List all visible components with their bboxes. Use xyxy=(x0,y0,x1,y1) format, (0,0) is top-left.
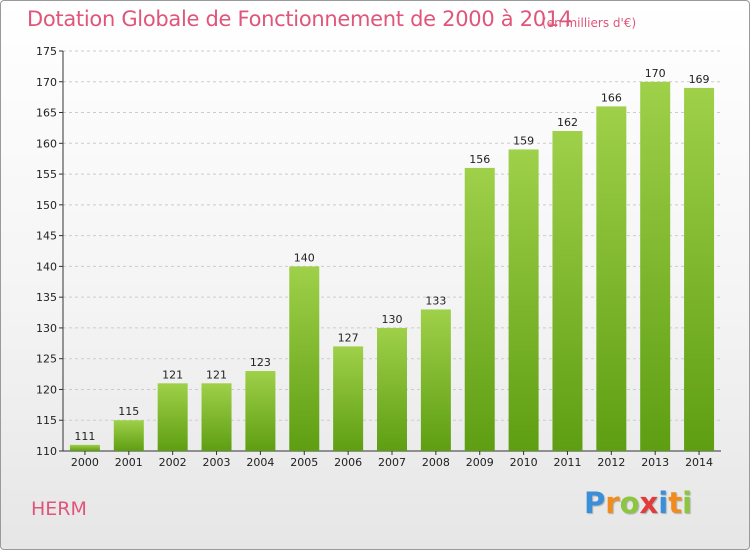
x-tick-label: 2002 xyxy=(159,456,187,469)
bar-value-label: 111 xyxy=(74,430,95,443)
bar-value-label: 121 xyxy=(162,368,183,381)
y-tick-label: 115 xyxy=(36,414,57,427)
x-tick-label: 2014 xyxy=(685,456,713,469)
bar-value-label: 130 xyxy=(382,313,403,326)
bar-value-label: 121 xyxy=(206,368,227,381)
bars xyxy=(69,81,715,452)
bar-value-label: 127 xyxy=(338,331,359,344)
y-tick-label: 170 xyxy=(36,76,57,89)
axes: 1101151201251301351401451501551601651701… xyxy=(36,45,721,469)
bar-value-label: 115 xyxy=(118,405,139,418)
bar xyxy=(157,383,188,451)
bar-value-label: 170 xyxy=(645,67,666,80)
chart-title: Dotation Globale de Fonctionnement de 20… xyxy=(27,7,572,31)
x-tick-label: 2010 xyxy=(510,456,538,469)
x-tick-label: 2003 xyxy=(203,456,231,469)
y-tick-label: 160 xyxy=(36,137,57,150)
bar-value-label: 169 xyxy=(689,73,710,86)
x-tick-label: 2005 xyxy=(290,456,318,469)
x-tick-label: 2013 xyxy=(641,456,669,469)
bar xyxy=(245,371,276,451)
bar xyxy=(596,106,627,451)
y-tick-label: 125 xyxy=(36,353,57,366)
x-tick-label: 2006 xyxy=(334,456,362,469)
bar xyxy=(289,266,320,451)
y-tick-label: 165 xyxy=(36,107,57,120)
commune-name: HERM xyxy=(31,498,87,520)
data-labels: 111 115 121 121 123 140 127 130 133 156 159 162 166 1… xyxy=(74,67,709,443)
chart-subtitle: (en milliers d'€) xyxy=(542,16,637,30)
bar-value-label: 166 xyxy=(601,91,622,104)
y-tick-label: 145 xyxy=(36,230,57,243)
x-tick-label: 2007 xyxy=(378,456,406,469)
y-tick-label: 175 xyxy=(36,45,57,58)
logo-letter: o xyxy=(619,486,640,520)
logo-letter: r xyxy=(605,486,620,520)
bar-value-label: 156 xyxy=(469,153,490,166)
bar-value-label: 123 xyxy=(250,356,271,369)
y-tick-label: 155 xyxy=(36,168,57,181)
x-tick-label: 2000 xyxy=(71,456,99,469)
bar xyxy=(420,309,451,451)
x-tick-label: 2009 xyxy=(466,456,494,469)
bar-value-label: 133 xyxy=(425,294,446,307)
bar xyxy=(508,149,539,451)
y-tick-label: 140 xyxy=(36,260,57,273)
logo-letter: i xyxy=(658,486,669,520)
bar xyxy=(113,420,144,451)
y-tick-label: 130 xyxy=(36,322,57,335)
bar xyxy=(640,81,671,452)
y-tick-label: 135 xyxy=(36,291,57,304)
bar xyxy=(552,131,583,451)
proxiti-logo[interactable]: Proxiti xyxy=(584,486,692,520)
x-tick-label: 2012 xyxy=(597,456,625,469)
logo-letter: x xyxy=(639,486,659,520)
bar xyxy=(69,444,100,451)
x-tick-label: 2001 xyxy=(115,456,143,469)
bar xyxy=(201,383,232,451)
logo-letter: P xyxy=(584,486,606,520)
y-tick-label: 110 xyxy=(36,445,57,458)
x-tick-label: 2011 xyxy=(553,456,581,469)
x-tick-label: 2004 xyxy=(246,456,274,469)
logo-letter: t xyxy=(668,486,683,520)
logo-letter: i xyxy=(682,486,693,520)
bar-value-label: 140 xyxy=(294,251,315,264)
bar-value-label: 162 xyxy=(557,116,578,129)
bar-value-label: 159 xyxy=(513,134,534,147)
bar xyxy=(464,167,495,451)
y-tick-label: 120 xyxy=(36,383,57,396)
bar xyxy=(333,346,364,451)
y-tick-label: 150 xyxy=(36,199,57,212)
bar xyxy=(377,327,407,451)
x-tick-label: 2008 xyxy=(422,456,450,469)
bar xyxy=(684,87,715,451)
